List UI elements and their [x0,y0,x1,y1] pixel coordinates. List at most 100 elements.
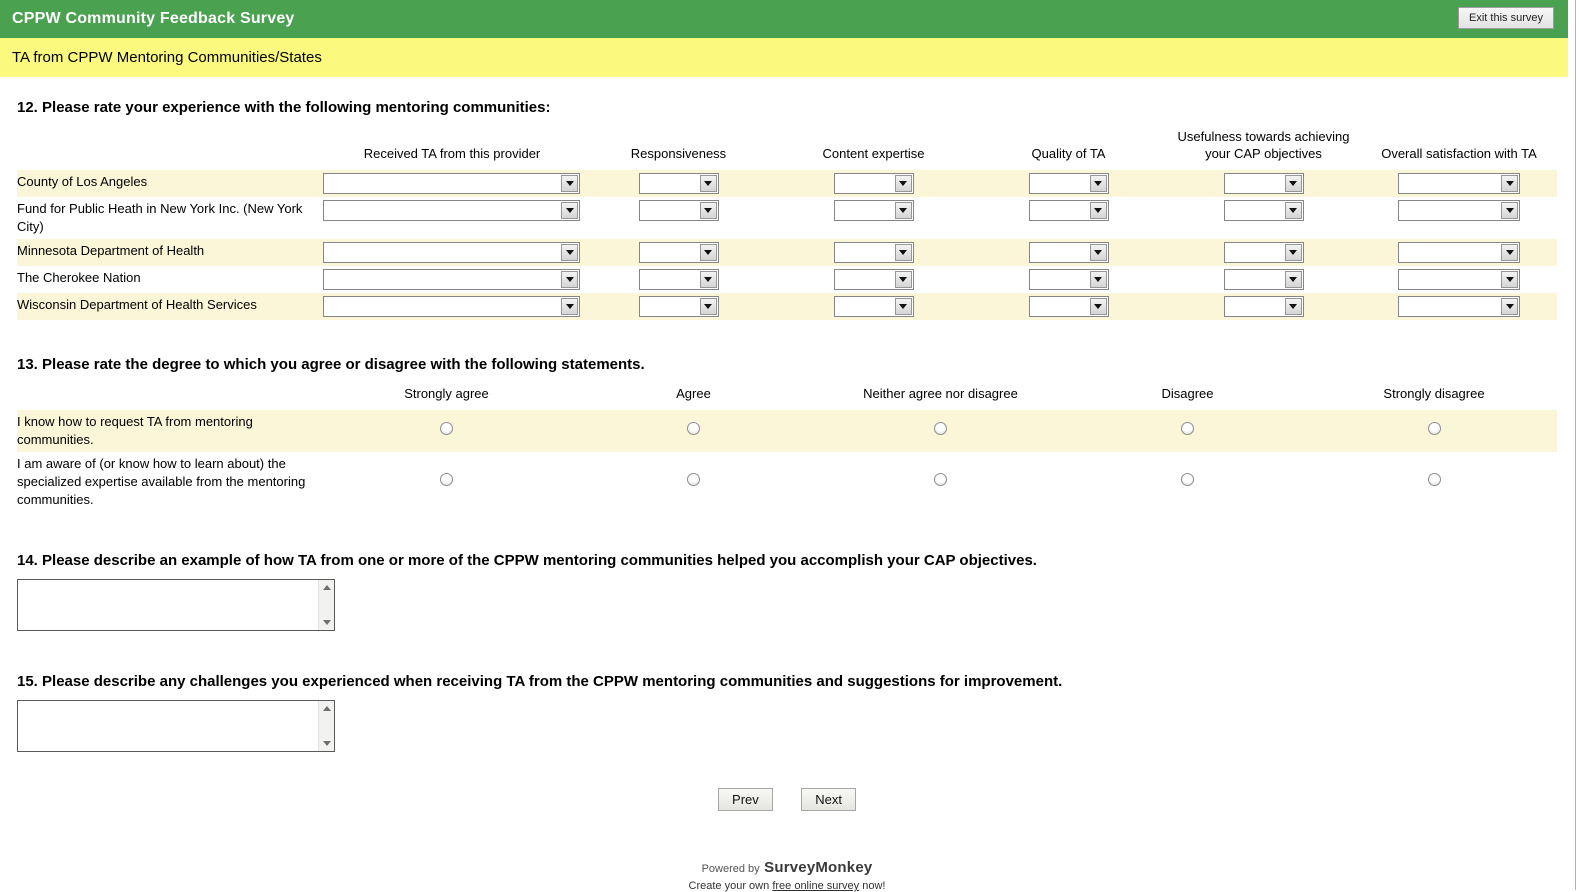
q15-textarea[interactable] [18,701,317,751]
scroll-down-icon[interactable] [323,620,331,625]
q13-r2-agree-radio[interactable] [687,473,700,486]
q14-textarea[interactable] [18,580,317,630]
q12-matrix-table: Received TA from this provider Responsive… [17,128,1557,320]
create-suffix: now! [862,880,886,892]
q12-r5-content-expertise-select[interactable] [833,296,914,317]
q12-r2-quality-of-ta-select[interactable] [1028,200,1109,221]
q12-r5-quality-of-ta-select[interactable] [1028,296,1109,317]
dropdown-arrow-icon [1284,244,1302,261]
q12-r1-content-expertise-select[interactable] [833,173,914,194]
q12-row-label: Wisconsin Department of Health Services [17,297,257,312]
q12-r2-usefulness-select[interactable] [1223,200,1304,221]
dropdown-arrow-icon [1089,175,1107,192]
footer: Powered by SurveyMonkey Create your own … [17,859,1557,892]
q12-row-label: The Cherokee Nation [17,270,141,285]
dropdown-arrow-icon [561,298,578,315]
q14-answer-box[interactable] [17,579,335,631]
q13-column-header: Strongly disagree [1383,386,1485,401]
q12-r2-received-ta-select[interactable] [323,200,580,221]
q13-r1-strongly-agree-radio[interactable] [440,422,453,435]
q12-row-label: County of Los Angeles [17,174,148,189]
q12-r3-content-expertise-select[interactable] [833,242,914,263]
q12-r4-quality-of-ta-select[interactable] [1028,269,1109,290]
q14-scrollbar[interactable] [318,580,334,630]
page-title-bar: TA from CPPW Mentoring Communities/State… [0,38,1568,77]
q12-r1-responsiveness-select[interactable] [638,173,719,194]
q13-r2-disagree-radio[interactable] [1181,473,1194,486]
q12-r2-overall-satisfaction-select[interactable] [1398,200,1520,221]
dropdown-arrow-icon [894,175,912,192]
q12-r3-overall-satisfaction-select[interactable] [1398,242,1520,263]
dropdown-arrow-icon [699,202,717,219]
dropdown-arrow-icon [561,244,578,261]
q12-corner [17,128,323,170]
q12-r1-quality-of-ta-select[interactable] [1028,173,1109,194]
next-button[interactable]: Next [801,788,856,811]
dropdown-arrow-icon [1089,271,1107,288]
q13-r1-strongly-disagree-radio[interactable] [1427,422,1441,435]
q12-row: County of Los Angeles [17,170,1557,197]
q12-row-label: Fund for Public Heath in New York Inc. (… [17,201,303,234]
q13-r2-strongly-agree-radio[interactable] [440,473,453,486]
q12-r3-responsiveness-select[interactable] [638,242,719,263]
scroll-up-icon[interactable] [323,706,331,711]
q12-r1-overall-satisfaction-select[interactable] [1398,173,1520,194]
q15-answer-box[interactable] [17,700,335,752]
q13-r1-disagree-radio[interactable] [1181,422,1194,435]
dropdown-arrow-icon [1284,175,1302,192]
q13-header-row: Strongly agree Agree Neither agree nor dis… [17,385,1557,410]
q13-row-label: I am aware of (or know how to learn abou… [17,456,306,507]
dropdown-arrow-icon [1284,271,1302,288]
dropdown-arrow-icon [561,202,578,219]
q13-row: I know how to request TA from mentoring … [17,410,1557,452]
q12-r2-content-expertise-select[interactable] [833,200,914,221]
q12-r3-quality-of-ta-select[interactable] [1028,242,1109,263]
dropdown-arrow-icon [1501,298,1518,315]
q12-r4-responsiveness-select[interactable] [638,269,719,290]
q12-r2-responsiveness-select[interactable] [638,200,719,221]
q12-r5-received-ta-select[interactable] [323,296,580,317]
exit-survey-button[interactable]: Exit this survey [1458,7,1554,29]
q12-r4-overall-satisfaction-select[interactable] [1398,269,1520,290]
q12-r1-received-ta-select[interactable] [323,173,580,194]
q13-r2-strongly-disagree-radio[interactable] [1427,473,1441,486]
q12-r1-usefulness-select[interactable] [1223,173,1304,194]
powered-by-line: Powered by SurveyMonkey [17,859,1557,877]
q12-r4-content-expertise-select[interactable] [833,269,914,290]
create-prefix: Create your own [688,880,770,892]
question-13-title: 13. Please rate the degree to which you … [17,356,645,373]
q13-r1-neither-radio[interactable] [934,422,947,435]
q12-r3-usefulness-select[interactable] [1223,242,1304,263]
q12-r4-usefulness-select[interactable] [1223,269,1304,290]
survey-title: CPPW Community Feedback Survey [12,10,295,27]
question-15-title: 15. Please describe any challenges you e… [17,673,1063,690]
q12-r5-usefulness-select[interactable] [1223,296,1304,317]
q13-column-header: Agree [676,386,711,401]
dropdown-arrow-icon [894,202,912,219]
q12-row: Minnesota Department of Health [17,239,1557,266]
dropdown-arrow-icon [894,244,912,261]
q12-r4-received-ta-select[interactable] [323,269,580,290]
dropdown-arrow-icon [1089,244,1107,261]
q13-r1-agree-radio[interactable] [687,422,700,435]
prev-button[interactable]: Prev [718,788,773,811]
q13-column-header: Neither agree nor disagree [863,386,1018,401]
q12-column-header: Quality of TA [1031,146,1106,161]
scroll-down-icon[interactable] [323,741,331,746]
page-title: TA from CPPW Mentoring Communities/State… [12,49,322,66]
q12-column-header: Content expertise [822,146,925,161]
q15-scrollbar[interactable] [318,701,334,751]
dropdown-arrow-icon [1501,244,1518,261]
q12-r5-overall-satisfaction-select[interactable] [1398,296,1520,317]
q12-r3-received-ta-select[interactable] [323,242,580,263]
dropdown-arrow-icon [1089,298,1107,315]
powered-by-label: Powered by [701,863,760,875]
q13-r2-neither-radio[interactable] [934,473,947,486]
dropdown-arrow-icon [699,175,717,192]
free-online-survey-link[interactable]: free online survey [772,880,860,892]
dropdown-arrow-icon [1501,271,1518,288]
scroll-up-icon[interactable] [323,585,331,590]
q12-r5-responsiveness-select[interactable] [638,296,719,317]
